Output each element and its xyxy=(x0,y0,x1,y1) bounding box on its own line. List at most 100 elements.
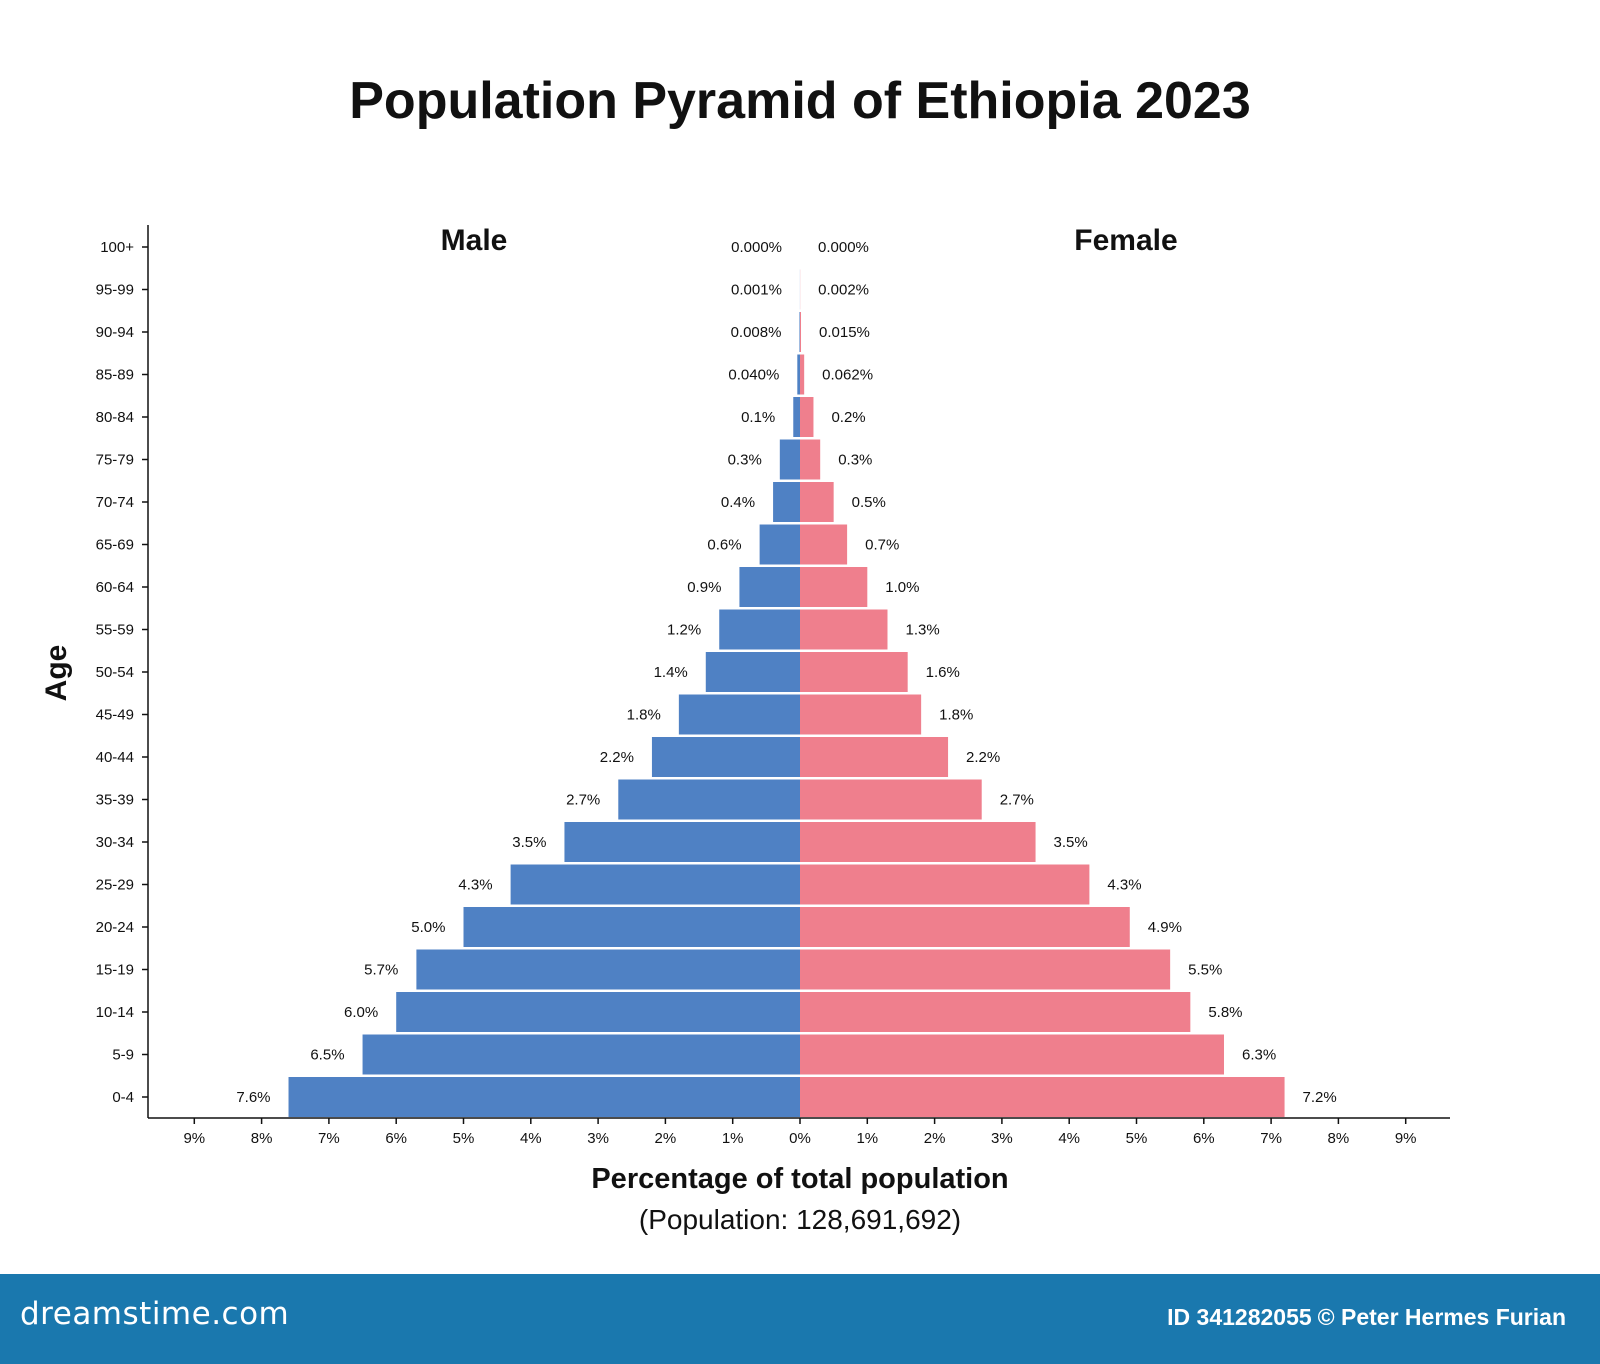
y-tick-label-75-79: 75-79 xyxy=(96,452,134,469)
bar-male-25-29 xyxy=(510,864,800,905)
label-male-50-54: 1.4% xyxy=(654,664,688,681)
label-female-15-19: 5.5% xyxy=(1188,962,1222,979)
y-tick-label-50-54: 50-54 xyxy=(96,664,134,681)
label-female-5-9: 6.3% xyxy=(1242,1047,1276,1064)
label-female-95-99: 0.002% xyxy=(818,282,869,299)
bar-male-90-94 xyxy=(799,312,800,352)
footer-banner: dreamstime.com ID 341282055 © Peter Herme… xyxy=(0,1274,1600,1364)
bar-female-35-39 xyxy=(800,779,982,820)
label-male-55-59: 1.2% xyxy=(667,622,701,639)
y-tick-label-15-19: 15-19 xyxy=(96,962,134,979)
legend-male: Male xyxy=(441,224,508,257)
bar-male-0-4 xyxy=(288,1077,800,1117)
label-female-20-24: 4.9% xyxy=(1148,919,1182,936)
y-tick-label-60-64: 60-64 xyxy=(96,579,134,596)
bar-male-20-24 xyxy=(463,907,800,947)
bar-male-45-49 xyxy=(678,694,800,735)
label-male-30-34: 3.5% xyxy=(512,834,546,851)
bar-male-75-79 xyxy=(779,439,800,480)
label-female-35-39: 2.7% xyxy=(1000,792,1034,809)
label-male-90-94: 0.008% xyxy=(731,324,782,341)
population-pyramid-chart: Population Pyramid of Ethiopia 2023 Male… xyxy=(40,72,1450,1235)
bar-female-15-19 xyxy=(800,949,1171,990)
y-tick-label-95-99: 95-99 xyxy=(96,282,134,299)
bar-female-25-29 xyxy=(800,864,1090,905)
label-male-35-39: 2.7% xyxy=(566,792,600,809)
label-male-80-84: 0.1% xyxy=(741,409,775,426)
y-tick-label-85-89: 85-89 xyxy=(96,367,134,384)
label-male-20-24: 5.0% xyxy=(411,919,445,936)
label-male-45-49: 1.8% xyxy=(627,707,661,724)
bar-male-15-19 xyxy=(416,949,800,990)
y-tick-label-65-69: 65-69 xyxy=(96,537,134,554)
bar-female-20-24 xyxy=(800,907,1130,947)
bar-female-85-89 xyxy=(800,354,805,395)
label-female-50-54: 1.6% xyxy=(926,664,960,681)
bar-female-80-84 xyxy=(800,397,814,437)
bar-female-0-4 xyxy=(800,1077,1285,1117)
bar-female-55-59 xyxy=(800,609,888,650)
bars-layer: 0.000% 0.000% 0.001% 0.002% 0.008% 0.015% 0.04… xyxy=(236,239,1337,1117)
y-tick-label-45-49: 45-49 xyxy=(96,707,134,724)
label-male-15-19: 5.7% xyxy=(364,962,398,979)
x-tick-label-left-8: 8% xyxy=(251,1130,273,1147)
bar-male-70-74 xyxy=(773,482,800,522)
x-tick-label-left-5: 5% xyxy=(453,1130,475,1147)
bar-female-30-34 xyxy=(800,822,1036,862)
label-female-70-74: 0.5% xyxy=(852,494,886,511)
label-male-25-29: 4.3% xyxy=(458,877,492,894)
y-tick-label-80-84: 80-84 xyxy=(96,409,134,426)
x-tick-label-right-7: 7% xyxy=(1260,1130,1282,1147)
bar-male-80-84 xyxy=(793,397,800,437)
bar-female-90-94 xyxy=(800,312,802,352)
y-tick-label-10-14: 10-14 xyxy=(96,1004,134,1021)
y-tick-label-30-34: 30-34 xyxy=(96,834,134,851)
label-female-85-89: 0.062% xyxy=(822,367,873,384)
label-male-95-99: 0.001% xyxy=(731,282,782,299)
label-male-85-89: 0.040% xyxy=(728,367,779,384)
label-female-30-34: 3.5% xyxy=(1054,834,1088,851)
label-female-75-79: 0.3% xyxy=(838,452,872,469)
x-tick-label-left-7: 7% xyxy=(318,1130,340,1147)
y-tick-label-40-44: 40-44 xyxy=(96,749,134,766)
x-tick-label-right-6: 6% xyxy=(1193,1130,1215,1147)
y-tick-label-0-4: 0-4 xyxy=(112,1089,134,1106)
x-tick-label-right-5: 5% xyxy=(1126,1130,1148,1147)
x-tick-label-left-9: 9% xyxy=(183,1130,205,1147)
label-female-60-64: 1.0% xyxy=(885,579,919,596)
x-tick-label-left-2: 2% xyxy=(655,1130,677,1147)
y-axis-title: Age xyxy=(40,645,73,702)
label-male-5-9: 6.5% xyxy=(310,1047,344,1064)
bar-female-60-64 xyxy=(800,567,868,607)
bar-female-40-44 xyxy=(800,737,949,777)
x-tick-label-left-1: 1% xyxy=(722,1130,744,1147)
bar-male-55-59 xyxy=(719,609,800,650)
label-male-75-79: 0.3% xyxy=(728,452,762,469)
label-male-70-74: 0.4% xyxy=(721,494,755,511)
axes-layer: 100+ 95-99 90-94 85-89 80-84 75-79 70-74 65-69 6… xyxy=(96,225,1450,1147)
label-male-60-64: 0.9% xyxy=(687,579,721,596)
label-male-65-69: 0.6% xyxy=(707,537,741,554)
legend-female: Female xyxy=(1074,224,1177,257)
x-tick-label-right-9: 9% xyxy=(1395,1130,1417,1147)
label-female-0-4: 7.2% xyxy=(1303,1089,1337,1106)
label-male-40-44: 2.2% xyxy=(600,749,634,766)
y-tick-label-70-74: 70-74 xyxy=(96,494,134,511)
label-female-90-94: 0.015% xyxy=(819,324,870,341)
bar-female-65-69 xyxy=(800,524,848,565)
bar-female-75-79 xyxy=(800,439,821,480)
x-tick-label-right-4: 4% xyxy=(1058,1130,1080,1147)
label-female-100plus: 0.000% xyxy=(818,239,869,256)
label-female-10-14: 5.8% xyxy=(1208,1004,1242,1021)
bar-female-70-74 xyxy=(800,482,834,522)
x-tick-label-right-1: 1% xyxy=(856,1130,878,1147)
dreamstime-logo[interactable]: dreamstime.com xyxy=(20,1296,290,1332)
label-female-45-49: 1.8% xyxy=(939,707,973,724)
bar-male-30-34 xyxy=(564,822,800,862)
x-tick-label-left-6: 6% xyxy=(385,1130,407,1147)
x-tick-label-right-3: 3% xyxy=(991,1130,1013,1147)
label-male-100plus: 0.000% xyxy=(731,239,782,256)
image-id: ID 341282055 xyxy=(1167,1304,1312,1330)
label-female-40-44: 2.2% xyxy=(966,749,1000,766)
x-axis-title: Percentage of total population xyxy=(591,1163,1008,1195)
